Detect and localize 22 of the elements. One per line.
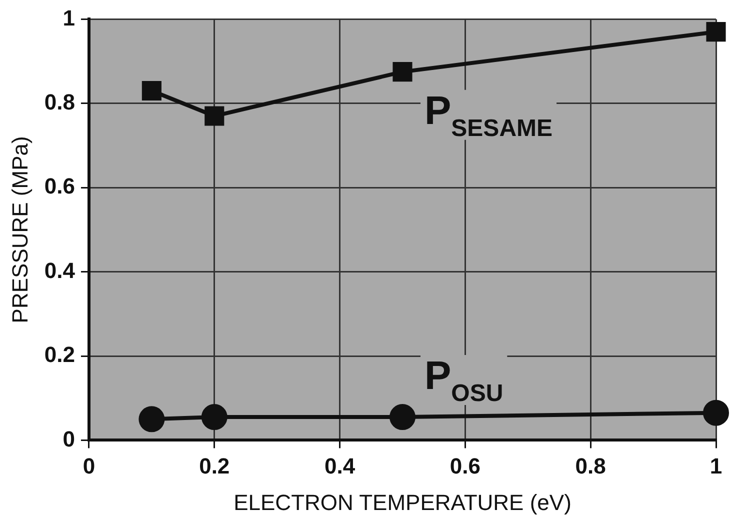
y-tick-label: 0 [62,426,75,452]
point [138,406,165,432]
x-tick-label: 0.2 [199,453,230,478]
point [389,404,416,430]
x-tick-label: 0.6 [450,453,480,478]
y-tick-label: 0.2 [44,342,75,368]
point [392,62,412,82]
point [204,106,224,126]
x-tick-label: 0.8 [575,453,606,478]
y-tick-label: 0.8 [44,89,75,114]
y-axis-title: PRESSURE (MPa) [7,136,32,324]
point [703,400,729,426]
x-tick-label: 0.4 [324,453,356,478]
y-tick-label: 0.4 [44,258,76,283]
point [201,404,228,430]
y-tick-label: 1 [62,5,75,30]
point [706,22,726,42]
x-axis-title: ELECTRON TEMPERATURE (eV) [234,490,572,515]
y-tick-label: 0.6 [44,174,75,199]
x-tick-label: 0 [82,453,96,478]
x-tick-label: 1 [710,453,722,478]
point [142,80,162,101]
